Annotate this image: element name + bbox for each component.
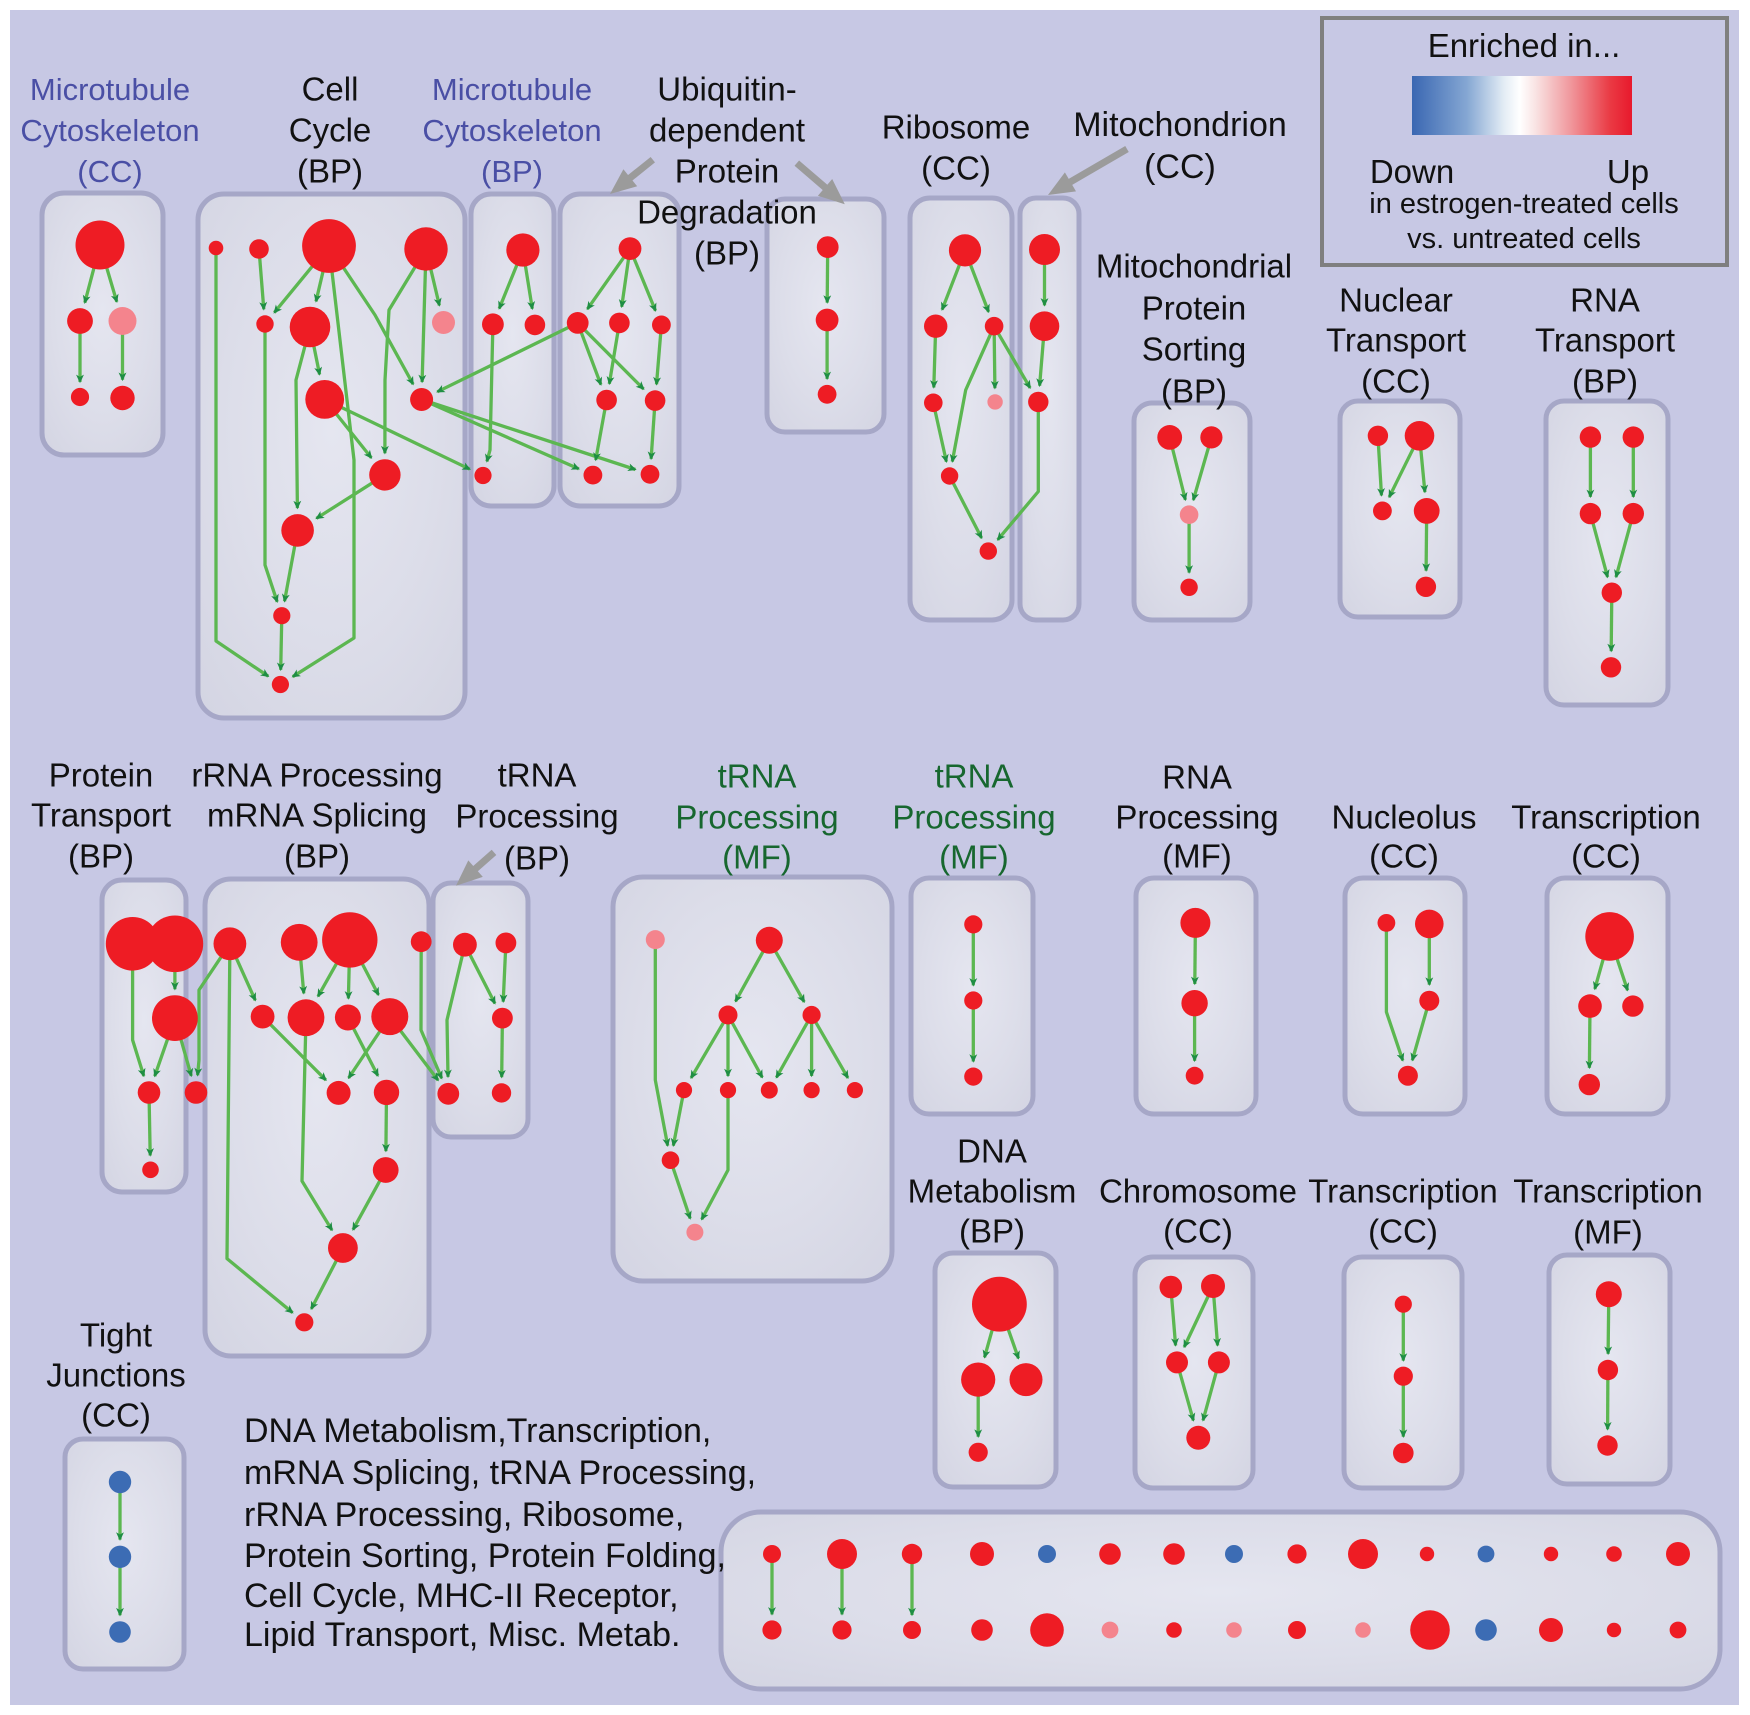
svg-text:Cytoskeleton: Cytoskeleton (20, 113, 199, 148)
svg-text:Protein: Protein (675, 153, 780, 190)
svg-text:Transport: Transport (31, 797, 171, 834)
svg-text:Nuclear: Nuclear (1339, 282, 1453, 319)
svg-text:mRNA Splicing: mRNA Splicing (207, 797, 427, 834)
svg-text:Protein: Protein (1142, 290, 1247, 327)
svg-text:Protein: Protein (49, 757, 154, 794)
svg-text:(BP): (BP) (694, 235, 760, 272)
svg-text:rRNA Processing, Ribosome,: rRNA Processing, Ribosome, (244, 1496, 684, 1534)
svg-text:Transcription: Transcription (1308, 1173, 1498, 1210)
svg-text:Enriched in...: Enriched in... (1428, 27, 1621, 64)
svg-text:(CC): (CC) (1571, 838, 1641, 875)
svg-text:Chromosome: Chromosome (1099, 1173, 1297, 1210)
svg-text:Processing: Processing (675, 799, 838, 836)
svg-text:Cytoskeleton: Cytoskeleton (422, 113, 601, 148)
svg-text:(MF): (MF) (1573, 1214, 1643, 1251)
svg-text:(CC): (CC) (1144, 148, 1216, 186)
svg-text:(BP): (BP) (481, 154, 543, 189)
svg-text:Transport: Transport (1326, 322, 1466, 359)
svg-text:(CC): (CC) (77, 154, 142, 189)
svg-text:in estrogen-treated cells: in estrogen-treated cells (1369, 188, 1679, 220)
svg-text:(CC): (CC) (1368, 1213, 1438, 1250)
svg-text:Microtubule: Microtubule (30, 72, 190, 107)
svg-text:Cycle: Cycle (289, 112, 372, 149)
svg-text:Degradation: Degradation (637, 194, 817, 231)
svg-text:mRNA Splicing, tRNA Processing: mRNA Splicing, tRNA Processing, (244, 1454, 756, 1492)
svg-text:Junctions: Junctions (46, 1357, 185, 1394)
svg-text:RNA: RNA (1162, 759, 1232, 796)
svg-text:DNA Metabolism,Transcription,: DNA Metabolism,Transcription, (244, 1412, 711, 1450)
svg-text:Ubiquitin-: Ubiquitin- (657, 71, 796, 108)
svg-text:Transport: Transport (1535, 322, 1675, 359)
svg-text:Up: Up (1607, 153, 1649, 190)
svg-text:(CC): (CC) (1361, 363, 1431, 400)
svg-text:(BP): (BP) (297, 153, 363, 190)
svg-text:(CC): (CC) (81, 1397, 151, 1434)
svg-text:Transcription: Transcription (1513, 1173, 1703, 1210)
svg-text:(CC): (CC) (1163, 1213, 1233, 1250)
svg-text:dependent: dependent (649, 112, 805, 149)
svg-text:Mitochondrion: Mitochondrion (1073, 106, 1287, 144)
svg-text:Processing: Processing (892, 799, 1055, 836)
svg-text:Nucleolus: Nucleolus (1332, 799, 1477, 836)
svg-text:(CC): (CC) (1369, 838, 1439, 875)
svg-text:Protein Sorting, Protein Foldi: Protein Sorting, Protein Folding, (244, 1537, 726, 1575)
svg-text:(BP): (BP) (284, 838, 350, 875)
svg-text:Metabolism: Metabolism (908, 1173, 1077, 1210)
svg-text:tRNA: tRNA (718, 758, 797, 795)
svg-text:(BP): (BP) (68, 838, 134, 875)
svg-text:Processing: Processing (455, 798, 618, 835)
svg-text:Sorting: Sorting (1142, 331, 1247, 368)
svg-text:Ribosome: Ribosome (882, 109, 1031, 146)
svg-text:(MF): (MF) (939, 839, 1009, 876)
svg-text:(BP): (BP) (504, 840, 570, 877)
svg-text:DNA: DNA (957, 1133, 1027, 1170)
svg-text:RNA: RNA (1570, 282, 1640, 319)
svg-text:(MF): (MF) (1162, 838, 1232, 875)
svg-text:(BP): (BP) (1572, 363, 1638, 400)
svg-text:tRNA: tRNA (498, 757, 577, 794)
svg-text:Tight: Tight (80, 1317, 152, 1354)
svg-text:(CC): (CC) (921, 150, 991, 187)
svg-text:Transcription: Transcription (1511, 799, 1701, 836)
svg-text:Lipid Transport, Misc. Metab.: Lipid Transport, Misc. Metab. (244, 1616, 681, 1654)
svg-text:Microtubule: Microtubule (432, 72, 592, 107)
svg-text:Mitochondrial: Mitochondrial (1096, 248, 1292, 285)
svg-text:rRNA Processing: rRNA Processing (191, 757, 442, 794)
svg-text:Processing: Processing (1115, 799, 1278, 836)
svg-text:(BP): (BP) (959, 1213, 1025, 1250)
svg-text:Cell Cycle, MHC-II Receptor,: Cell Cycle, MHC-II Receptor, (244, 1577, 679, 1615)
svg-text:vs. untreated cells: vs. untreated cells (1407, 223, 1641, 255)
svg-text:Cell: Cell (302, 71, 359, 108)
svg-text:Down: Down (1370, 153, 1454, 190)
svg-text:tRNA: tRNA (935, 758, 1014, 795)
svg-text:(MF): (MF) (722, 839, 792, 876)
svg-text:(BP): (BP) (1161, 373, 1227, 410)
